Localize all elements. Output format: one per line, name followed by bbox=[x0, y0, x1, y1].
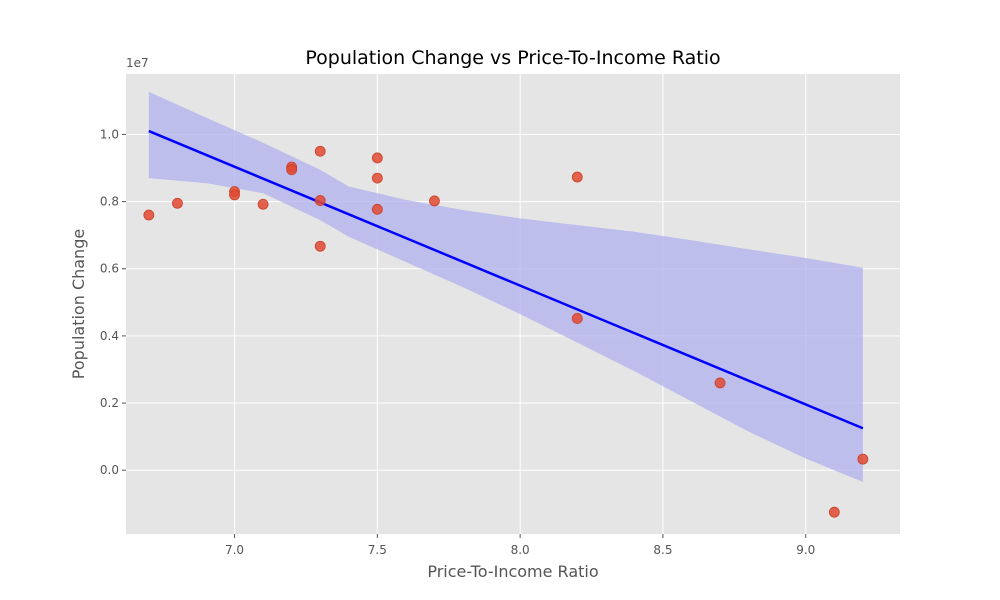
data-points bbox=[143, 145, 869, 518]
data-point bbox=[571, 171, 583, 183]
data-point bbox=[429, 195, 440, 207]
x-axis-label: Price-To-Income Ratio bbox=[427, 562, 598, 581]
data-point bbox=[257, 198, 269, 210]
data-point bbox=[314, 145, 326, 157]
fit-line-layer bbox=[148, 129, 864, 430]
data-point bbox=[371, 203, 383, 215]
y-tick-label: 0.0 bbox=[100, 463, 119, 477]
y-tick-label: 0.4 bbox=[100, 329, 119, 343]
data-point bbox=[229, 189, 240, 201]
x-tick-label: 7.5 bbox=[368, 543, 387, 557]
x-tick-label: 9.0 bbox=[796, 543, 815, 557]
y-tick-label: 1.0 bbox=[100, 127, 119, 141]
data-point bbox=[314, 240, 326, 252]
y-tick-label: 0.2 bbox=[100, 396, 119, 410]
y-tick-label: 0.6 bbox=[100, 262, 119, 276]
regression-line bbox=[148, 129, 864, 430]
data-point bbox=[828, 506, 840, 518]
x-tick-label: 8.5 bbox=[653, 543, 672, 557]
confidence-band-layer bbox=[148, 91, 863, 483]
y-tick-label: 0.8 bbox=[100, 195, 119, 209]
x-tick-label: 7.0 bbox=[225, 543, 244, 557]
data-point bbox=[371, 172, 383, 184]
data-point bbox=[714, 377, 726, 389]
y-axis-offset-label: 1e7 bbox=[126, 56, 149, 70]
chart-title: Population Change vs Price-To-Income Rat… bbox=[305, 47, 720, 69]
x-tick-label: 8.0 bbox=[511, 543, 530, 557]
data-point bbox=[286, 164, 298, 176]
tick-labels: 7.0 7.5 8.0 8.5 9.0 0.0 0.2 0.4 0.6 0.8 1.0 bbox=[100, 127, 815, 557]
data-point bbox=[143, 209, 155, 221]
confidence-band bbox=[148, 91, 863, 483]
y-axis-label: Population Change bbox=[69, 229, 88, 379]
data-point bbox=[371, 152, 383, 164]
data-point bbox=[571, 313, 583, 324]
data-point bbox=[857, 453, 869, 465]
data-point bbox=[314, 195, 326, 206]
data-point bbox=[172, 197, 183, 209]
